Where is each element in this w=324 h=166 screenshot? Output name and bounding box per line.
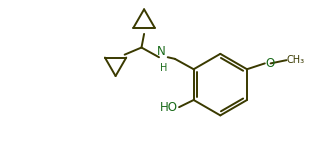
Text: O: O	[265, 57, 274, 70]
Text: CH₃: CH₃	[286, 55, 305, 65]
Text: N: N	[157, 44, 166, 58]
Text: HO: HO	[160, 101, 178, 114]
Text: H: H	[160, 63, 167, 73]
